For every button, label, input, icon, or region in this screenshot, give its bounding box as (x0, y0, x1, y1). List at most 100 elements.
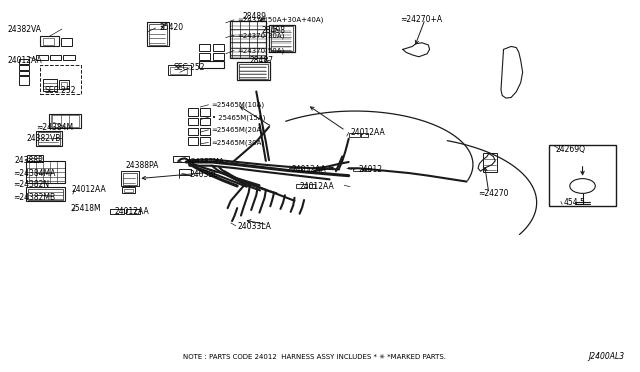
Bar (179, 169, 191, 175)
Text: ≂24384MA: ≂24384MA (13, 169, 55, 177)
Text: 25420: 25420 (159, 23, 184, 32)
Bar (483, 153, 497, 172)
Bar (188, 109, 198, 116)
Bar (63, 55, 75, 60)
Bar (43, 79, 57, 91)
Text: 24388PA: 24388PA (125, 161, 159, 170)
Bar (269, 25, 294, 52)
Text: 24033L: 24033L (189, 170, 218, 179)
Bar (43, 38, 54, 45)
Text: 28487: 28487 (250, 56, 274, 65)
Text: • 25465M(15A): • 25465M(15A) (212, 114, 265, 121)
Bar (19, 71, 29, 75)
Bar (188, 128, 198, 135)
Text: 24382VA: 24382VA (8, 25, 42, 33)
Bar (59, 80, 69, 89)
Bar (239, 64, 268, 78)
Bar (302, 167, 308, 171)
Text: 28498: 28498 (261, 26, 285, 35)
Text: 24382VB: 24382VB (27, 134, 61, 142)
Text: 24388P: 24388P (14, 155, 43, 165)
Bar (200, 137, 211, 145)
Bar (148, 24, 167, 45)
Bar (38, 132, 60, 145)
Bar (237, 62, 270, 80)
Bar (19, 59, 29, 64)
Text: ≂24270+A: ≂24270+A (399, 15, 442, 24)
Bar (200, 118, 211, 125)
Bar (61, 81, 67, 88)
Text: ≂25465M(10A): ≂25465M(10A) (212, 102, 265, 108)
Bar (19, 76, 29, 85)
Bar (296, 184, 307, 188)
Bar (230, 21, 266, 58)
Bar (36, 55, 48, 60)
Text: ≂24384M: ≂24384M (36, 123, 74, 132)
Bar (109, 209, 124, 214)
Bar (170, 67, 187, 74)
Text: SEC.252: SEC.252 (173, 63, 205, 72)
Bar (188, 137, 198, 145)
Text: 24012AA: 24012AA (291, 165, 326, 174)
Bar (213, 53, 225, 60)
Bar (28, 189, 63, 200)
Text: ≂24370(30A): ≂24370(30A) (237, 32, 285, 39)
Bar (147, 22, 169, 46)
Text: 25418M: 25418M (70, 203, 101, 213)
Text: ≂24382MA: ≂24382MA (185, 158, 223, 164)
Bar (364, 167, 370, 171)
Bar (40, 36, 59, 46)
Bar (125, 209, 140, 214)
Text: ≂25465M(20A): ≂25465M(20A) (212, 126, 265, 133)
Text: ≂24382MB: ≂24382MB (13, 193, 55, 202)
Bar (50, 55, 61, 60)
Bar (19, 65, 29, 70)
Text: SEC.252: SEC.252 (45, 86, 76, 94)
Bar (199, 44, 211, 51)
Bar (200, 128, 211, 135)
Bar (123, 173, 137, 185)
Text: 454.5: 454.5 (563, 198, 586, 207)
Text: 24012: 24012 (358, 165, 382, 174)
Text: ≂24382N: ≂24382N (13, 180, 49, 189)
Bar (121, 171, 139, 186)
Bar (61, 38, 72, 46)
Text: ≂24270: ≂24270 (478, 189, 509, 198)
Bar (271, 26, 292, 51)
Text: 24269Q: 24269Q (556, 145, 586, 154)
Bar (349, 133, 360, 137)
Bar (124, 189, 133, 192)
Bar (36, 131, 62, 146)
Bar (188, 118, 198, 125)
Bar (289, 167, 301, 171)
Text: 24012AA: 24012AA (72, 185, 106, 194)
Bar (308, 184, 315, 188)
Bar (362, 133, 368, 137)
Text: NOTE : PARTS CODE 24012  HARNESS ASSY INCLUDES * ✳ *MARKED PARTS.: NOTE : PARTS CODE 24012 HARNESS ASSY INC… (183, 353, 446, 360)
Text: ≂25465M(30A): ≂25465M(30A) (212, 139, 265, 146)
Bar (40, 65, 81, 94)
Bar (26, 161, 65, 183)
Bar (353, 167, 362, 171)
Text: ≂24370(50A+30A+40A): ≂24370(50A+30A+40A) (237, 17, 324, 23)
Text: 28489: 28489 (243, 12, 266, 21)
Bar (549, 145, 616, 206)
Bar (200, 109, 211, 116)
Bar (26, 187, 65, 201)
Text: ≂24370(50A): ≂24370(50A) (237, 47, 284, 54)
Bar (168, 65, 191, 75)
Bar (213, 44, 225, 51)
Text: 24012AA: 24012AA (115, 207, 150, 217)
Text: 24012AA: 24012AA (300, 182, 334, 191)
Bar (199, 61, 225, 68)
Bar (27, 155, 43, 161)
Bar (199, 53, 211, 60)
Bar (122, 187, 135, 193)
Bar (49, 113, 81, 128)
Bar (173, 156, 189, 162)
Bar (51, 115, 79, 127)
Text: 24012AA: 24012AA (8, 56, 42, 65)
Text: J2400AL3: J2400AL3 (588, 352, 625, 361)
Text: 24012AA: 24012AA (351, 128, 385, 137)
Text: 24033LA: 24033LA (237, 222, 271, 231)
